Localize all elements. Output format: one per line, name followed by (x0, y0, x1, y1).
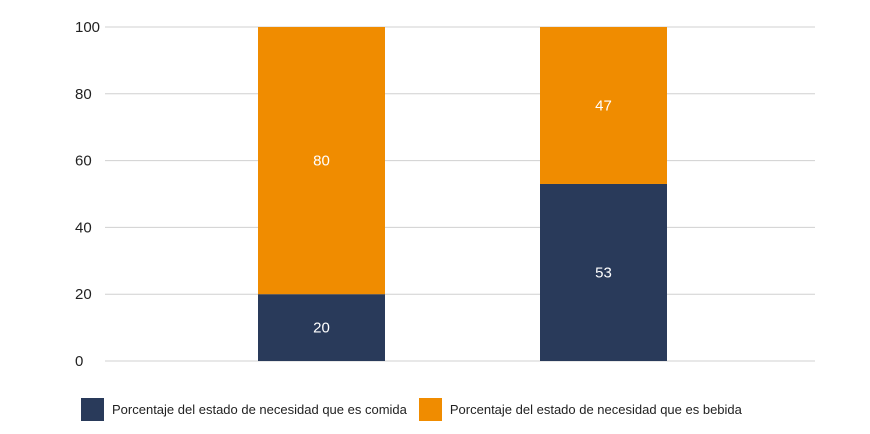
legend-swatch (81, 398, 104, 421)
bar-segment (540, 27, 667, 184)
legend-swatch (418, 398, 442, 421)
y-tick-label: 80 (75, 86, 92, 103)
legend-item-comida: Porcentaje del estado de necesidad que e… (81, 398, 407, 421)
data-label: 80 (313, 153, 330, 170)
y-tick-label: 0 (75, 353, 83, 370)
y-tick-label: 40 (75, 219, 92, 236)
y-tick-label: 60 (75, 153, 92, 170)
y-tick-label: 100 (75, 19, 100, 36)
legend: Porcentaje del estado de necesidad que e… (81, 398, 754, 421)
data-label: 53 (595, 264, 612, 281)
data-label: 47 (595, 97, 612, 114)
y-tick-label: 20 (75, 286, 92, 303)
bar-segment (540, 183, 667, 361)
legend-label: Porcentaje del estado de necesidad que e… (449, 402, 742, 417)
legend-item-bebida: Porcentaje del estado de necesidad que e… (418, 398, 742, 421)
bar-segment (258, 27, 385, 295)
data-label: 20 (313, 320, 330, 337)
bar-segment (258, 294, 385, 361)
legend-label: Porcentaje del estado de necesidad que e… (112, 402, 407, 417)
chart: 0 20 40 60 80 100 20 80 53 47 (75, 19, 815, 370)
